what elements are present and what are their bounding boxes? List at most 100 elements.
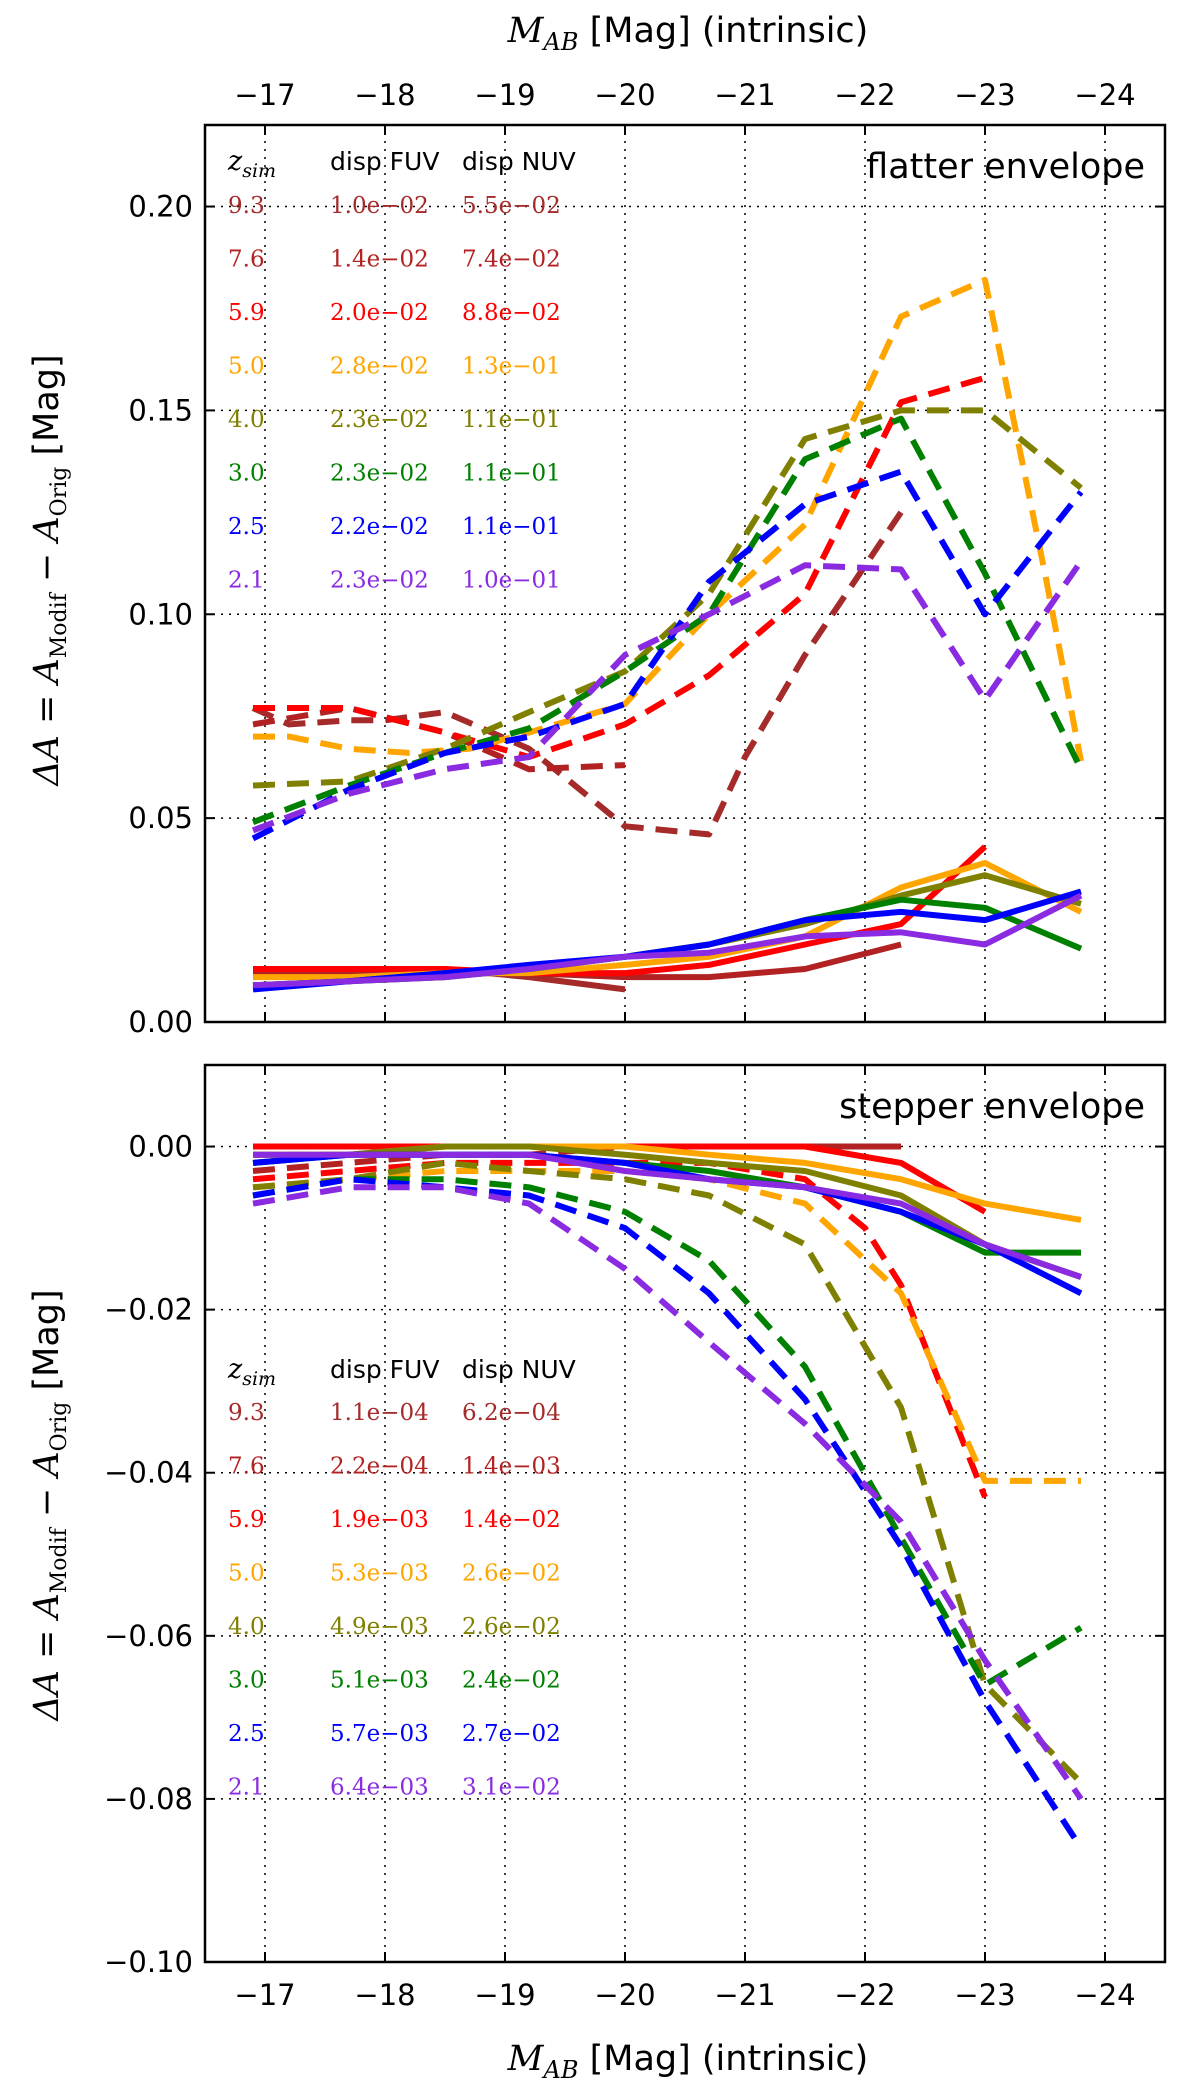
- legend-fuv-value: 2.2e−04: [330, 1454, 429, 1480]
- legend-nuv-value: 1.1e−01: [462, 514, 561, 540]
- legend-z-value: 2.1: [228, 1775, 265, 1801]
- legend-fuv-value: 1.4e−02: [330, 247, 429, 273]
- axes-frame: [203, 1063, 1167, 1964]
- y-tick-label: 0.00: [128, 1005, 193, 1039]
- top-x-tick-label: −24: [1074, 78, 1135, 112]
- legend-z-value: 5.9: [228, 1507, 265, 1533]
- legend-nuv-value: 1.1e−01: [462, 407, 561, 433]
- y-tick-label: 0.10: [128, 597, 193, 631]
- legend-z-value: 5.0: [228, 354, 265, 380]
- x-tick-label: −24: [1074, 1978, 1135, 2012]
- legend-fuv-value: 5.1e−03: [330, 1668, 429, 1694]
- panel-flatter: −17 −18 −19 −20 −21 −22 −23 −24 0.00 0.05 0.10 0.15…: [128, 78, 1167, 1039]
- legend-fuv-value: 1.0e−02: [330, 193, 429, 219]
- x-tick-label: −20: [594, 1978, 655, 2012]
- legend: zsim disp FUV disp NUV 9.3 1.0e−02 5.5e−02 7.6…: [227, 146, 576, 594]
- y-tick-label: 0.05: [128, 801, 193, 835]
- top-x-axis-title: MAB [Mag] (intrinsic): [507, 11, 869, 56]
- series-line-z4-0-nuv: [252, 1159, 1084, 1785]
- legend: zsim disp FUV disp NUV 9.3 1.1e−04 6.2e−04 7.6…: [227, 1354, 576, 1801]
- panel-title: flatter envelope: [866, 147, 1145, 187]
- legend-nuv-value: 5.5e−02: [462, 193, 561, 219]
- legend-z-value: 3.0: [228, 1668, 265, 1694]
- legend-nuv-value: 2.4e−02: [462, 1668, 561, 1694]
- legend-z-value: 2.1: [228, 568, 265, 594]
- legend-fuv-value: 2.3e−02: [330, 568, 429, 594]
- legend-z-value: 2.5: [228, 1721, 265, 1747]
- series-line-z9-3-nuv: [251, 510, 904, 838]
- series-line-z2-1-nuv: [252, 1184, 1084, 1801]
- series-line-z2-5-nuv: [251, 468, 1084, 842]
- series-line-z2-1-fuv: [252, 892, 1083, 989]
- x-axis-title: MAB [Mag] (intrinsic): [507, 2039, 869, 2084]
- ticks: −17 −18 −19 −20 −21 −22 −23 −24 0.00 −0.02 −0.04 −0…: [104, 1065, 1165, 2012]
- y-tick-label: 0.20: [128, 190, 193, 224]
- legend-z-value: 2.5: [228, 514, 265, 540]
- top-x-tick-label: −21: [714, 78, 775, 112]
- legend-fuv-value: 2.3e−02: [330, 407, 429, 433]
- y-tick-label: −0.10: [104, 1945, 193, 1979]
- legend-nuv-value: 2.6e−02: [462, 1561, 561, 1587]
- legend-z-value: 7.6: [228, 1454, 265, 1480]
- legend-z-value: 9.3: [228, 193, 265, 219]
- legend-nuv-value: 2.6e−02: [462, 1614, 561, 1640]
- x-tick-label: −17: [234, 1978, 295, 2012]
- series-line-z4-0-nuv: [252, 407, 1083, 789]
- y-tick-label: −0.08: [104, 1782, 193, 1816]
- series-line-z5-0-nuv: [253, 276, 1084, 762]
- legend-header-z: zsim: [227, 146, 276, 182]
- legend-z-value: 5.0: [228, 1561, 265, 1587]
- legend-z-value: 5.9: [228, 300, 265, 326]
- series-line-z5-9-nuv: [253, 374, 986, 760]
- y-axis-title: ΔA = AModif − AOrig [Mag]: [27, 1289, 72, 1722]
- y-tick-label: −0.02: [104, 1293, 193, 1327]
- top-x-tick-label: −18: [354, 78, 415, 112]
- legend-header-fuv: disp FUV: [330, 1355, 439, 1384]
- series-group: [251, 276, 1084, 993]
- y-tick-label: −0.06: [104, 1619, 193, 1653]
- legend-fuv-value: 2.0e−02: [330, 300, 429, 326]
- panel-title: stepper envelope: [839, 1087, 1145, 1127]
- top-x-tick-label: −22: [834, 78, 895, 112]
- legend-fuv-value: 4.9e−03: [330, 1614, 429, 1640]
- legend-z-value: 3.0: [228, 461, 265, 487]
- x-tick-label: −19: [474, 1978, 535, 2012]
- y-axis-title: ΔA = AModif − AOrig [Mag]: [27, 354, 72, 787]
- legend-z-value: 9.3: [228, 1400, 265, 1426]
- x-tick-label: −22: [834, 1978, 895, 2012]
- y-tick-label: 0.15: [128, 393, 193, 427]
- legend-nuv-value: 1.0e−01: [462, 568, 561, 594]
- series-line-z2-5-nuv: [252, 1176, 1084, 1850]
- legend-fuv-value: 5.7e−03: [330, 1721, 429, 1747]
- ticks: −17 −18 −19 −20 −21 −22 −23 −24 0.00 0.05 0.10 0.15…: [128, 78, 1165, 1039]
- legend-header-fuv: disp FUV: [330, 147, 439, 176]
- axes-frame: [203, 123, 1167, 1024]
- top-x-tick-label: −19: [474, 78, 535, 112]
- y-tick-label: 0.00: [128, 1130, 193, 1164]
- legend-nuv-value: 1.3e−01: [462, 354, 561, 380]
- legend-fuv-value: 2.3e−02: [330, 461, 429, 487]
- x-tick-label: −18: [354, 1978, 415, 2012]
- series-line-z5-0-nuv: [252, 1168, 1081, 1484]
- legend-nuv-value: 6.2e−04: [462, 1400, 561, 1426]
- legend-header-z: zsim: [227, 1354, 276, 1390]
- x-tick-label: −21: [714, 1978, 775, 2012]
- y-tick-label: −0.04: [104, 1456, 193, 1490]
- legend-z-value: 7.6: [228, 247, 265, 273]
- legend-z-value: 4.0: [228, 1614, 265, 1640]
- legend-fuv-value: 6.4e−03: [330, 1775, 429, 1801]
- x-tick-label: −23: [954, 1978, 1015, 2012]
- series-line-z3-0-nuv: [252, 1176, 1083, 1688]
- series-line-z2-1-nuv: [251, 559, 1084, 834]
- legend-nuv-value: 2.7e−02: [462, 1721, 561, 1747]
- series-line-z3-0-nuv: [251, 415, 1084, 826]
- legend-z-value: 4.0: [228, 407, 265, 433]
- legend-header-nuv: disp NUV: [462, 147, 576, 176]
- series-line-z2-1-fuv: [253, 1151, 1082, 1280]
- legend-nuv-value: 3.1e−02: [462, 1775, 561, 1801]
- panel-stepper: −17 −18 −19 −20 −21 −22 −23 −24 0.00 −0.02 −0.04 −0…: [104, 1063, 1167, 2012]
- series-line-z5-9-nuv: [252, 1159, 988, 1499]
- top-x-tick-label: −23: [954, 78, 1015, 112]
- top-x-tick-label: −17: [234, 78, 295, 112]
